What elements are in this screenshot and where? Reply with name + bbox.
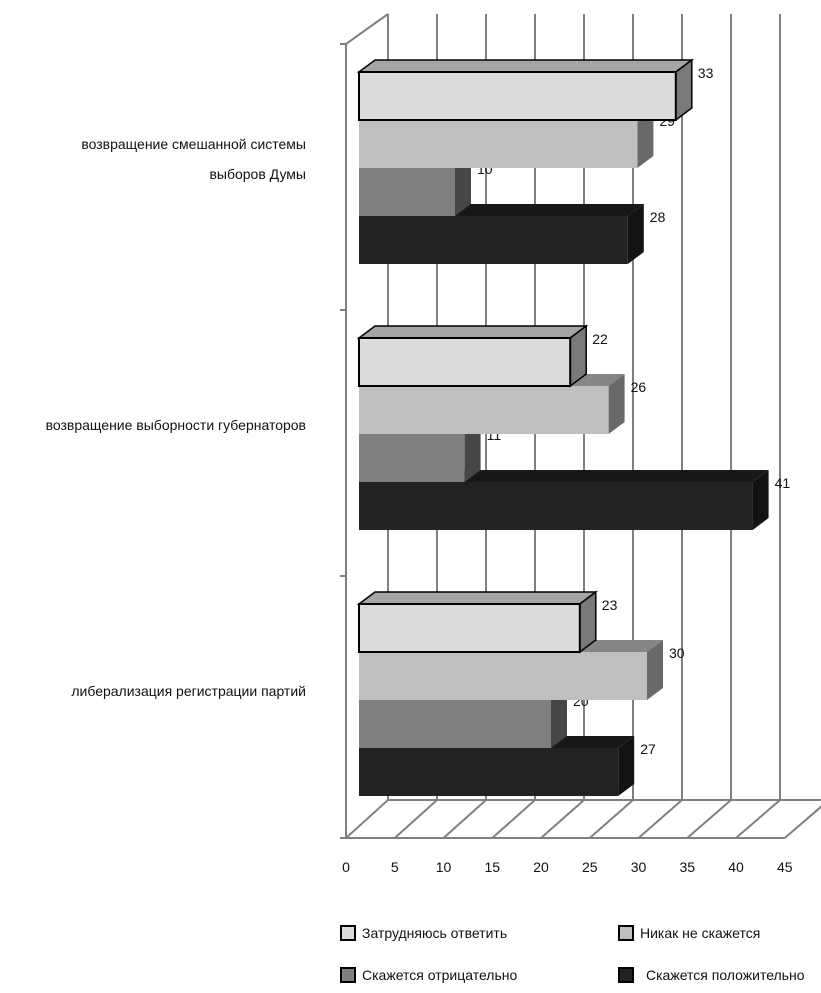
data-label-3-0: 28	[650, 209, 666, 225]
legend-label-2: Никак не скажется	[640, 925, 761, 941]
bar-side-3-2	[618, 736, 635, 796]
x-tick-label-5: 5	[391, 859, 399, 875]
bar-1-1	[359, 386, 609, 434]
data-label-0-0: 33	[698, 65, 714, 81]
bar-side-1-0	[637, 108, 654, 168]
bar-side-2-0	[455, 156, 471, 216]
legend-swatch-1	[340, 925, 356, 941]
legend-item-4: Скажется положительно	[618, 967, 821, 983]
bar-side-3-1	[752, 470, 769, 530]
x-tick-label-30: 30	[631, 859, 647, 875]
floor-gridline-15	[491, 799, 536, 839]
bar-3-1	[359, 482, 753, 530]
bar-1-2	[359, 652, 647, 700]
bar-top-0-0	[356, 59, 695, 73]
bar-3-2	[359, 748, 619, 796]
floor-gridline-25	[589, 799, 634, 839]
floor-gridline-40	[735, 799, 781, 839]
floor-gridline-20	[540, 799, 585, 839]
floor-gridline-0	[345, 799, 389, 839]
bar-side-2-1	[464, 422, 481, 482]
x-tick-label-0: 0	[342, 859, 350, 875]
bar-2-1	[359, 434, 465, 482]
x-tick-label-25: 25	[582, 859, 598, 875]
bar-0-1	[358, 337, 572, 387]
data-label-1-2: 30	[669, 645, 685, 661]
category-label-0-0: возвращение смешанной системы	[81, 136, 306, 152]
floor-gridline-45	[784, 805, 821, 839]
data-label-0-2: 23	[602, 597, 618, 613]
data-label-3-2: 27	[640, 741, 656, 757]
x-tick-label-20: 20	[533, 859, 549, 875]
data-label-1-1: 26	[631, 379, 647, 395]
bar-side-1-1	[608, 374, 625, 434]
bar-0-2	[358, 603, 581, 653]
legend-item-1: Затрудняюсь ответить	[340, 925, 507, 941]
floor-gridline-35	[686, 799, 732, 839]
legend-label-3: Скажется отрицательно	[362, 967, 518, 983]
x-tick-label-45: 45	[777, 859, 793, 875]
category-label-1-0: возвращение выборности губернаторов	[46, 417, 306, 433]
legend-swatch-4	[618, 967, 634, 983]
bar-top-0-1	[356, 325, 589, 339]
legend-label-4: Скажется положительно	[646, 967, 805, 983]
category-label-0-1: выборов Думы	[209, 166, 306, 182]
data-label-0-1: 22	[592, 331, 608, 347]
floor-gridline-30	[637, 799, 683, 839]
bar-0-0	[358, 71, 677, 121]
x-tick-label-10: 10	[436, 859, 452, 875]
bar-2-0	[359, 168, 455, 216]
bar-side-2-2	[551, 688, 567, 748]
x-tick-label-15: 15	[484, 859, 500, 875]
bar-1-0	[359, 120, 638, 168]
side-wall-top	[345, 13, 389, 45]
bar-side-1-2	[647, 640, 663, 700]
floor-gridline-5	[394, 799, 438, 839]
x-tick-label-35: 35	[679, 859, 695, 875]
bar-2-2	[359, 700, 551, 748]
floor-gridline-10	[442, 799, 487, 839]
category-label-2-0: либерализация регистрации партий	[71, 683, 306, 699]
bar-top-0-2	[356, 591, 599, 605]
bar-3-0	[359, 216, 628, 264]
legend-item-3: Скажется отрицательно	[340, 967, 517, 983]
bar-side-3-0	[627, 204, 644, 264]
legend-swatch-3	[340, 967, 356, 983]
legend-label-1: Затрудняюсь ответить	[362, 925, 508, 941]
legend-swatch-2	[618, 925, 634, 941]
x-tick-label-40: 40	[728, 859, 744, 875]
data-label-3-1: 41	[775, 475, 791, 491]
legend-item-2: Никак не скажется	[618, 925, 760, 941]
